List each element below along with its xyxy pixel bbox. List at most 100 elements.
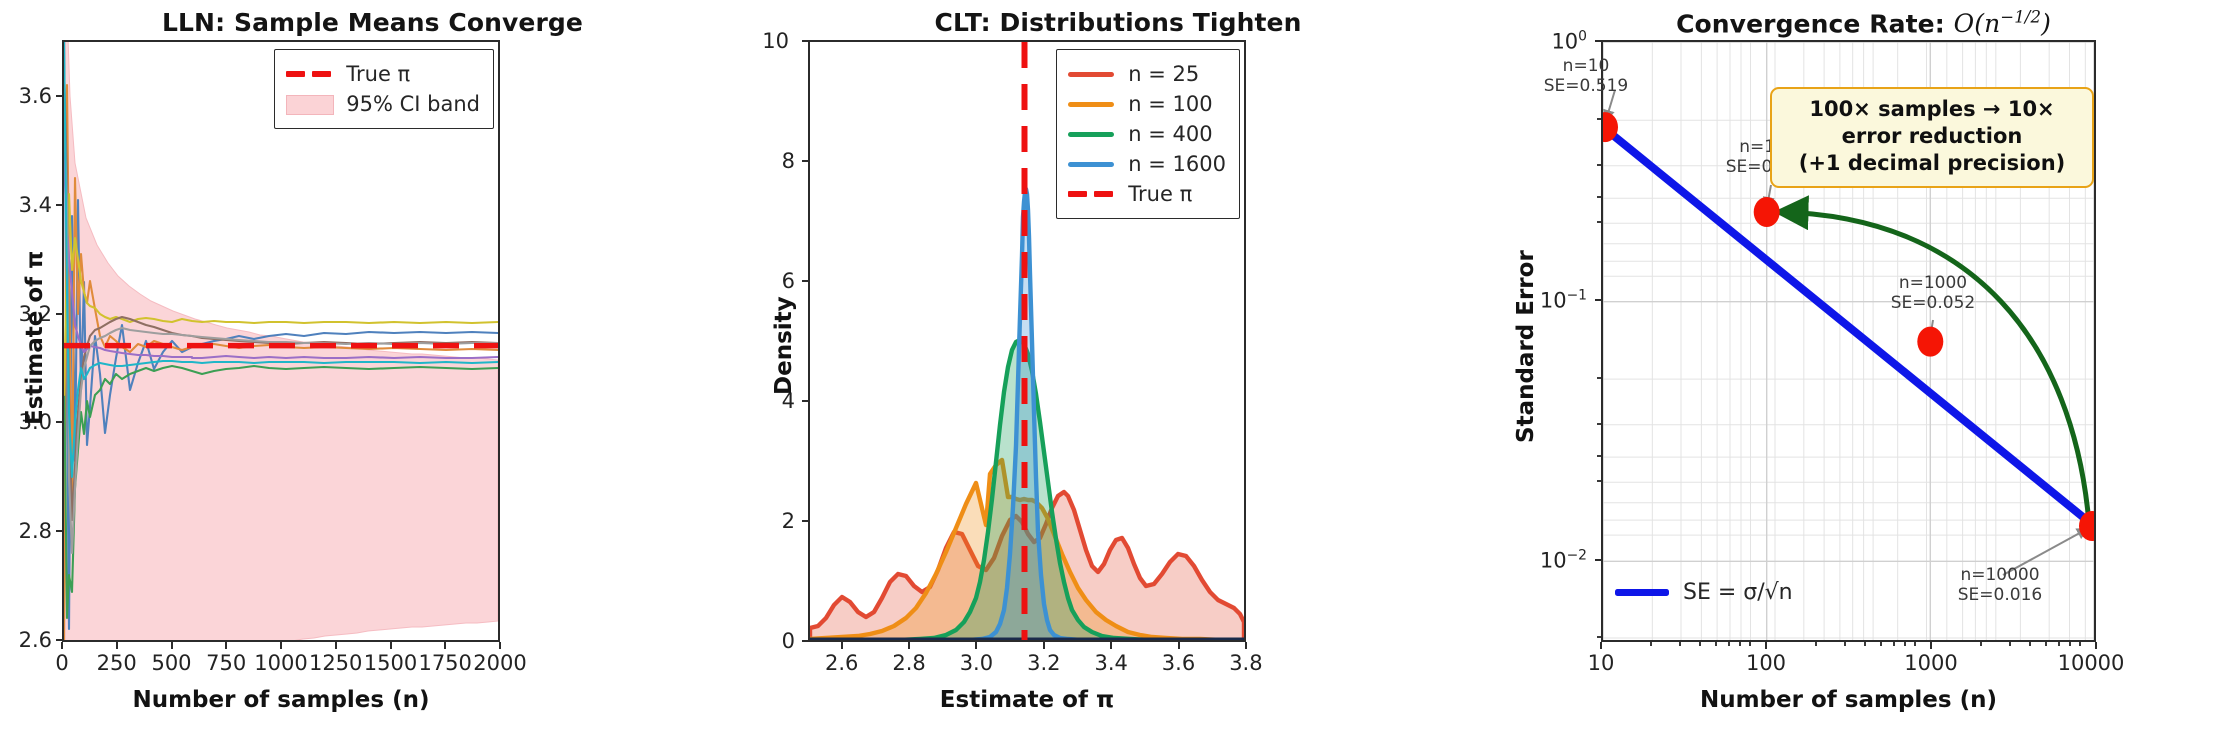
lln-legend[interactable]: True π 95% CI band bbox=[274, 49, 494, 129]
lln-ytick-mark bbox=[56, 530, 63, 532]
lln-ytick-label-3-2: 3.2 bbox=[18, 302, 52, 326]
rate-ytick-mark bbox=[1595, 299, 1602, 301]
clt-xtick-label-3-0: 3.0 bbox=[959, 651, 994, 675]
line-swatch-icon bbox=[1068, 94, 1115, 114]
clt-xtick-mark bbox=[1244, 642, 1247, 649]
clt-ytick-mark bbox=[802, 640, 809, 642]
rate-ytick-mark bbox=[1595, 559, 1602, 561]
legend-item-n-25[interactable]: n = 25 bbox=[1068, 59, 1226, 89]
line-swatch-icon bbox=[1615, 583, 1669, 603]
lln-xtick-label-250: 250 bbox=[96, 651, 137, 675]
band-patch-icon bbox=[286, 94, 335, 115]
rate-xtick-mark-minor bbox=[2045, 642, 2047, 646]
rate-xtick-mark-minor bbox=[2008, 642, 2011, 646]
lln-xtick-mark bbox=[444, 642, 447, 649]
rate-ytick-label-1e-1: 10−1 bbox=[1539, 287, 1587, 313]
legend-item-ci-band[interactable]: 95% CI band bbox=[286, 89, 480, 119]
rate-marker-n1000 bbox=[1917, 326, 1944, 357]
legend-item-true-pi[interactable]: True π bbox=[1068, 179, 1226, 209]
lln-plot-svg bbox=[64, 42, 498, 640]
panel-clt-title: CLT: Distributions Tighten bbox=[934, 8, 1302, 37]
clt-xtick-label-3-8: 3.8 bbox=[1229, 651, 1263, 675]
clt-ytick-label-10: 10 bbox=[762, 29, 789, 53]
rate-xtick-mark-minor bbox=[1748, 642, 1751, 646]
lln-ytick-label-3-6: 3.6 bbox=[18, 84, 52, 108]
line-swatch-icon bbox=[1068, 64, 1115, 84]
legend-label-se-formula: SE = σ/√n bbox=[1683, 580, 1793, 605]
rate-callout-line2: (+1 decimal precision) bbox=[1798, 150, 2066, 175]
rate-ytick-mark-minor bbox=[1597, 636, 1601, 638]
rate-se-line bbox=[1603, 123, 2094, 530]
legend-label-n-25: n = 25 bbox=[1128, 62, 1200, 86]
rate-marker-n10 bbox=[1603, 112, 1618, 143]
clt-legend[interactable]: n = 25 n = 100 n = 400 n = 1600 True π bbox=[1056, 49, 1240, 219]
rate-annot-n1000-se: SE=0.052 bbox=[1890, 293, 1976, 314]
lln-xtick-label-0: 0 bbox=[55, 651, 69, 675]
lln-trace-run-4 bbox=[64, 192, 498, 397]
dashed-line-icon bbox=[286, 64, 332, 84]
rate-markers bbox=[1603, 112, 2094, 541]
rate-xtick-mark bbox=[1765, 642, 1767, 649]
rate-xtick-mark-minor bbox=[1979, 642, 1982, 646]
line-swatch-icon bbox=[1068, 154, 1115, 174]
rate-annot-n10000-n: n=10000 bbox=[1960, 565, 2040, 585]
rate-xlabel: Number of samples (n) bbox=[1699, 687, 1998, 713]
rate-xtick-label-100: 100 bbox=[1745, 651, 1787, 675]
legend-item-n-100[interactable]: n = 100 bbox=[1068, 89, 1226, 119]
rate-xtick-mark-minor bbox=[1678, 642, 1681, 646]
lln-xtick-mark bbox=[170, 642, 173, 649]
rate-ytick-mark-minor bbox=[1597, 164, 1601, 166]
line-swatch-icon bbox=[1068, 124, 1115, 144]
lln-xtick-label-750: 750 bbox=[206, 651, 247, 675]
lln-xtick-mark bbox=[499, 642, 501, 649]
clt-xtick-mark bbox=[840, 642, 843, 649]
rate-legend[interactable]: SE = σ/√n bbox=[1615, 580, 1793, 605]
lln-trace-run-6 bbox=[64, 159, 498, 360]
rate-ylabel: Standard Error bbox=[1513, 250, 1539, 443]
legend-label-true-pi: True π bbox=[346, 62, 411, 86]
rate-xtick-mark-minor bbox=[1649, 642, 1652, 646]
rate-title-close: ) bbox=[2041, 9, 2051, 39]
legend-label-ci-band: 95% CI band bbox=[346, 92, 480, 116]
rate-ytick-mark bbox=[1595, 40, 1602, 42]
clt-plot-area bbox=[810, 42, 1244, 640]
rate-xtick-mark-minor bbox=[1893, 642, 1895, 646]
lln-ytick-mark bbox=[56, 639, 63, 641]
rate-ytick-mark-minor bbox=[1597, 480, 1601, 482]
legend-item-true-pi[interactable]: True π bbox=[286, 59, 480, 89]
legend-label-n-400: n = 400 bbox=[1128, 122, 1213, 146]
clt-xtick-label-2-8: 2.8 bbox=[892, 651, 926, 675]
clt-xtick-mark bbox=[975, 642, 978, 649]
rate-annot-leader-n10000 bbox=[2002, 528, 2089, 576]
lln-ytick-label-3-4: 3.4 bbox=[18, 193, 52, 217]
legend-item-n-400[interactable]: n = 400 bbox=[1068, 119, 1226, 149]
rate-ytick-mark-minor bbox=[1597, 221, 1601, 223]
clt-ytick-label-4: 4 bbox=[781, 389, 795, 413]
rate-ytick-label-1e-2: 10−2 bbox=[1539, 547, 1587, 573]
panel-lln-title: LLN: Sample Means Converge bbox=[162, 8, 583, 37]
rate-xtick-mark-minor bbox=[1814, 642, 1817, 646]
panel-clt: CLT: Distributions Tighten bbox=[745, 0, 1491, 733]
panel-rate-title-prefix: Convergence Rate: bbox=[1676, 9, 1954, 39]
rate-xtick-mark-minor bbox=[1843, 642, 1846, 646]
rate-xtick-mark-minor bbox=[2058, 642, 2060, 646]
rate-xtick-mark-minor bbox=[1880, 642, 1882, 646]
clt-xtick-mark bbox=[1110, 642, 1113, 649]
clt-ytick-mark bbox=[802, 280, 809, 282]
rate-marker-n100 bbox=[1753, 197, 1780, 227]
rate-green-arrow bbox=[1773, 195, 2092, 524]
rate-xtick-label-10: 10 bbox=[1587, 651, 1615, 675]
legend-item-n-1600[interactable]: n = 1600 bbox=[1068, 149, 1226, 179]
rate-annot-n10-se: SE=0.519 bbox=[1543, 76, 1629, 97]
rate-title-exponent: −1/2 bbox=[2000, 8, 2042, 27]
lln-xtick-label-1750: 1750 bbox=[418, 651, 472, 675]
rate-annot-n1000: n=1000 SE=0.052 bbox=[1858, 273, 2008, 313]
lln-xtick-label-500: 500 bbox=[151, 651, 192, 675]
rate-annot-n10000: n=10000 SE=0.016 bbox=[1925, 565, 2075, 605]
clt-xtick-label-2-6: 2.6 bbox=[824, 651, 859, 675]
rate-xtick-mark bbox=[1600, 642, 1602, 649]
rate-annot-n10000-se: SE=0.016 bbox=[1957, 585, 2043, 606]
clt-ytick-mark bbox=[802, 40, 809, 42]
rate-xtick-mark-minor bbox=[2078, 642, 2081, 646]
